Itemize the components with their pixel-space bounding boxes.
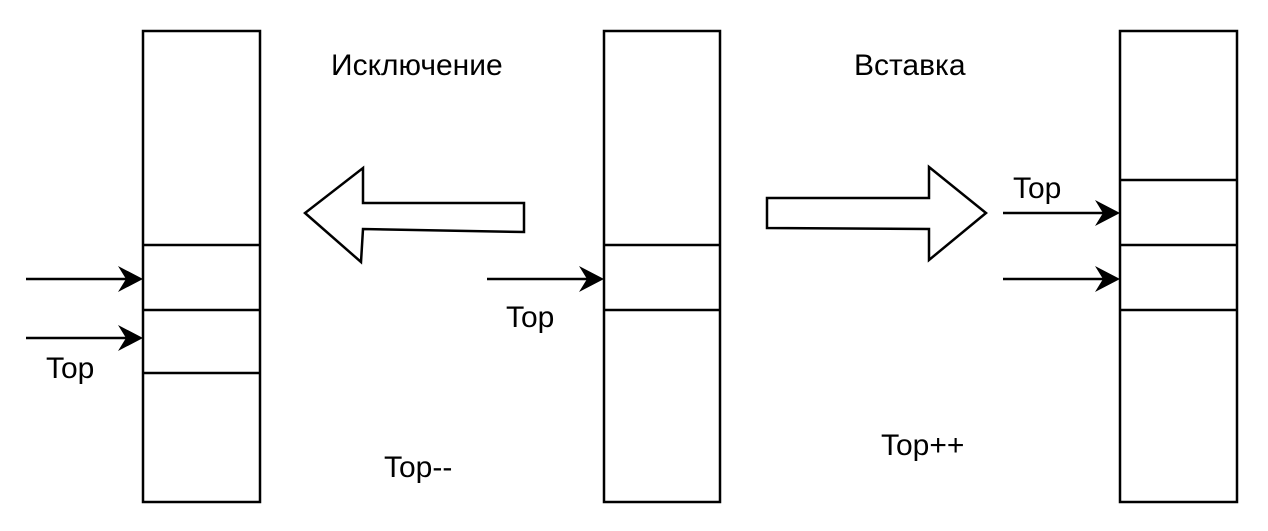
- insertion-label: Вставка: [854, 49, 966, 82]
- top-label: Top: [506, 301, 554, 334]
- stack-column: [1118, 29, 1239, 504]
- removal-label: Исключение: [331, 49, 503, 82]
- top-pointer-arrow: [26, 325, 143, 351]
- insertion-arrow: [765, 164, 988, 263]
- increment-label: Top++: [881, 429, 964, 462]
- top-pointer-arrow: [487, 266, 604, 292]
- stack-after-insertion: [1118, 29, 1239, 504]
- top-label: Top: [46, 352, 94, 385]
- decrement-label: Top--: [384, 451, 452, 484]
- stack-column: [141, 29, 262, 504]
- top-label: Top: [1013, 172, 1061, 205]
- stack-after-removal: [141, 29, 262, 504]
- pointer-arrow: [1003, 266, 1120, 292]
- top-pointer-arrow: [1003, 200, 1120, 226]
- pointer-arrow: [26, 266, 143, 292]
- stack-column: [602, 29, 722, 504]
- removal-arrow: [303, 165, 526, 265]
- stack-initial: [602, 29, 722, 504]
